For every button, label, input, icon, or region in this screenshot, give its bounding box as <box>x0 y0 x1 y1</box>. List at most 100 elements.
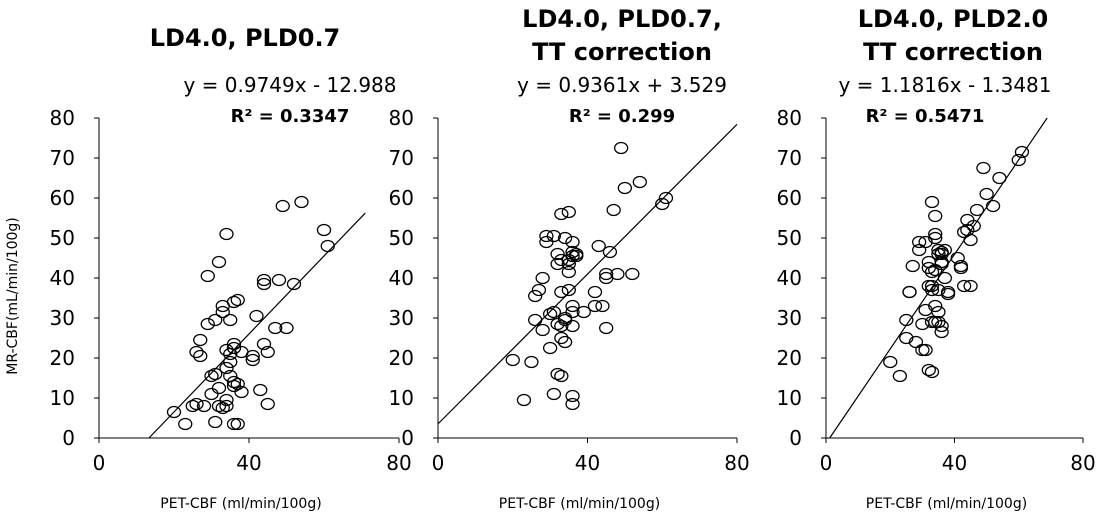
data-point <box>905 259 920 273</box>
y-tick-label: 30 <box>389 306 414 330</box>
data-point <box>554 331 569 345</box>
r-squared-label: R² = 0.3347 <box>231 106 350 127</box>
data-point <box>226 341 242 355</box>
data-point <box>200 269 215 283</box>
data-point <box>561 265 576 279</box>
data-point <box>963 233 978 247</box>
y-tick-label: 80 <box>777 106 802 130</box>
data-point <box>279 321 294 335</box>
y-tick-label: 40 <box>389 266 414 290</box>
data-point <box>294 195 309 209</box>
data-point <box>934 325 949 339</box>
data-point <box>595 299 610 313</box>
r-squared-label: R² = 0.5471 <box>866 106 985 127</box>
data-point <box>915 343 930 357</box>
data-point <box>208 313 223 327</box>
y-tick-label: 0 <box>401 426 414 450</box>
data-point <box>610 267 625 281</box>
y-tick-label: 30 <box>50 306 75 330</box>
y-tick-label: 50 <box>389 226 414 250</box>
data-point <box>557 335 573 349</box>
data-point <box>565 397 580 411</box>
data-point <box>185 399 200 413</box>
x-tick-label: 80 <box>724 451 749 475</box>
data-point <box>208 415 223 429</box>
data-point <box>524 355 539 369</box>
r-squared-label: R² = 0.299 <box>569 106 675 127</box>
trendline-equation: y = 0.9361x + 3.529 <box>517 73 727 97</box>
data-point <box>915 317 930 331</box>
data-point <box>546 229 562 243</box>
data-point <box>226 375 242 389</box>
data-point <box>928 299 943 313</box>
data-point <box>924 195 940 209</box>
data-point <box>561 283 576 297</box>
data-point <box>211 381 227 395</box>
data-point <box>599 321 614 335</box>
data-point <box>576 305 591 319</box>
data-point <box>561 205 576 219</box>
chart-panel-3: LD4.0, PLD2.0 TT correction y = 1.1816x - … <box>777 5 1096 512</box>
data-point <box>234 385 249 399</box>
data-point <box>535 323 550 337</box>
data-point <box>275 199 290 213</box>
data-point <box>230 293 245 307</box>
data-point <box>531 283 547 297</box>
data-point <box>1011 153 1026 167</box>
y-tick-label: 50 <box>777 226 802 250</box>
data-point <box>928 227 943 241</box>
data-point <box>189 345 204 359</box>
data-point <box>937 271 953 285</box>
data-point <box>211 255 227 269</box>
data-point <box>226 417 242 431</box>
y-tick-label: 20 <box>389 346 414 370</box>
y-tick-label: 70 <box>777 146 802 170</box>
data-point <box>953 259 969 273</box>
data-point <box>260 345 275 359</box>
y-tick-label: 20 <box>50 346 75 370</box>
data-point <box>200 317 215 331</box>
y-tick-label: 70 <box>389 146 414 170</box>
data-point <box>979 187 994 201</box>
y-tick-label: 50 <box>50 226 75 250</box>
data-point <box>223 313 238 327</box>
data-point <box>554 285 569 299</box>
data-point <box>976 161 991 175</box>
x-tick-label: 40 <box>575 451 600 475</box>
data-point <box>256 337 272 351</box>
data-point <box>963 279 978 293</box>
data-point <box>569 249 584 263</box>
data-point <box>1014 145 1030 159</box>
x-axis-label: PET-CBF (ml/min/100g) <box>866 496 1027 512</box>
y-tick-label: 80 <box>389 106 414 130</box>
data-point <box>587 285 603 299</box>
x-tick-label: 80 <box>386 451 411 475</box>
data-point <box>969 203 985 217</box>
data-point <box>918 235 933 249</box>
data-point <box>539 229 554 243</box>
x-axis-label: PET-CBF (ml/min/100g) <box>160 496 321 512</box>
data-point <box>230 417 245 431</box>
data-point <box>249 309 264 323</box>
data-point <box>268 321 283 335</box>
data-point <box>931 305 946 319</box>
data-point <box>219 399 234 413</box>
data-point <box>655 197 670 211</box>
y-tick-label: 60 <box>777 186 802 210</box>
y-tick-label: 10 <box>50 386 75 410</box>
chart-title: TT correction <box>532 38 712 66</box>
data-point <box>178 417 193 431</box>
trendline <box>148 212 366 439</box>
data-point <box>226 295 242 309</box>
chart-title: LD4.0, PLD0.7, <box>522 5 722 33</box>
data-point <box>260 397 275 411</box>
data-point <box>253 383 268 397</box>
y-tick-label: 30 <box>777 306 802 330</box>
data-point <box>985 199 1001 213</box>
data-point <box>934 319 949 333</box>
chart-title: LD4.0, PLD2.0 <box>858 5 1049 33</box>
y-tick-label: 0 <box>62 426 75 450</box>
data-point <box>565 305 580 319</box>
data-point <box>921 261 936 275</box>
